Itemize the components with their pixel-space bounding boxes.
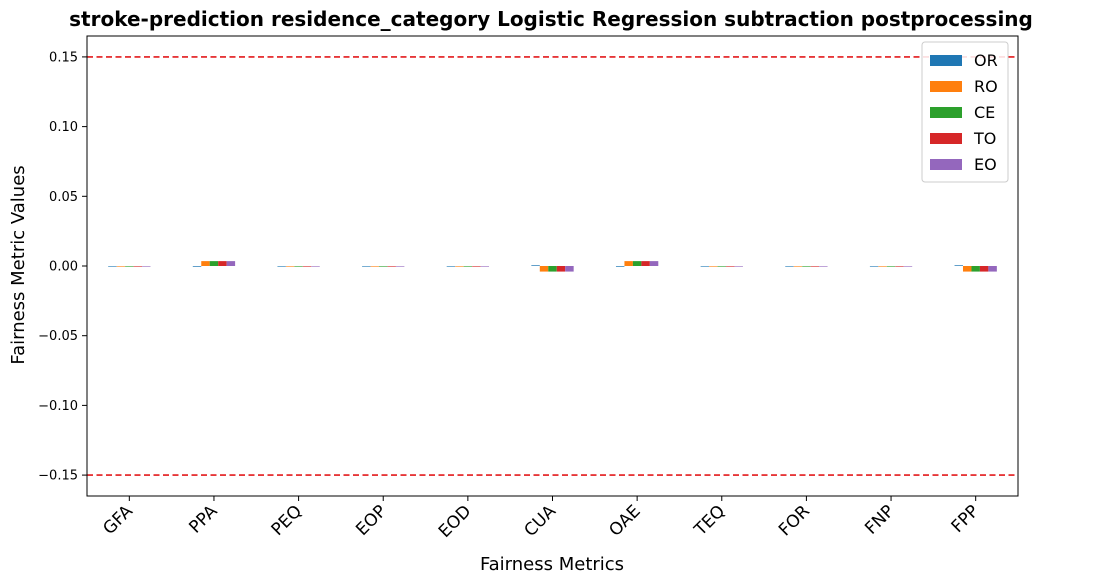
x-tick-label-eod: EOD (435, 501, 475, 541)
bar-TO-PPA (218, 261, 227, 266)
y-tick-label: 0.00 (49, 260, 78, 275)
bar-RO-CUA (539, 266, 549, 272)
x-tick-label-cua: CUA (520, 501, 560, 541)
bar-CE-PEQ (294, 266, 303, 267)
bar-RO-PPA (201, 261, 210, 266)
bar-TO-FOR (810, 266, 820, 267)
y-tick-label: 0.15 (49, 50, 78, 65)
x-tick-label-gfa: GFA (99, 501, 137, 539)
legend-swatch-ce (930, 107, 962, 118)
bar-CE-FOR (802, 266, 811, 267)
bar-EO-PEQ (311, 266, 320, 267)
bar-EO-FPP (988, 266, 997, 272)
x-tick-label-teq: TEQ (690, 501, 729, 540)
y-axis: 0.15 0.10 0.05 0.00 −0.05 −0.10 −0.15 (38, 50, 87, 484)
bar-OR-FOR (785, 266, 794, 267)
x-tick-label-eop: EOP (352, 501, 390, 539)
legend-label-ro: RO (974, 77, 998, 96)
bar-TO-PEQ (302, 266, 312, 267)
bar-CE-FPP (971, 266, 980, 272)
bar-TO-EOD (472, 266, 481, 267)
x-tick-label-for: FOR (775, 501, 814, 540)
bar-CE-EOD (463, 266, 473, 267)
legend-label-ce: CE (974, 103, 995, 122)
legend-label-eo: EO (974, 155, 997, 174)
bar-RO-FNP (878, 266, 887, 267)
x-tick-label-ppa: PPA (185, 501, 221, 537)
bar-EO-EOP (395, 266, 405, 267)
bar-CE-OAE (632, 261, 642, 266)
y-axis-title: Fairness Metric Values (8, 165, 29, 364)
bar-TO-EOP (387, 266, 396, 267)
bar-TO-FPP (979, 266, 989, 272)
legend-label-to: TO (973, 129, 996, 148)
y-tick-label: 0.05 (49, 190, 78, 205)
bar-OR-EOD (446, 266, 456, 267)
y-tick-label: −0.10 (38, 399, 78, 414)
x-tick-label-fpp: FPP (948, 501, 984, 537)
bar-TO-FNP (895, 266, 904, 267)
reference-lines (87, 56, 1018, 476)
bar-EO-FNP (903, 266, 913, 267)
bar-RO-EOD (455, 266, 464, 267)
x-axis-title: Fairness Metrics (480, 554, 624, 575)
bar-TO-OAE (641, 261, 650, 266)
x-tick-label-fnp: FNP (861, 501, 898, 538)
bar-CE-GFA (125, 266, 134, 267)
bar-OR-OAE (615, 266, 625, 267)
legend-box (921, 41, 1009, 183)
bar-CE-PPA (209, 261, 219, 266)
bar-RO-FPP (962, 266, 972, 272)
legend-swatch-to (930, 133, 962, 144)
bar-CE-CUA (548, 266, 557, 272)
y-tick-label: 0.10 (49, 120, 78, 135)
bar-OR-PEQ (277, 266, 286, 267)
bar-TO-CUA (556, 266, 566, 272)
bar-CE-FNP (886, 266, 896, 267)
bar-OR-TEQ (700, 266, 710, 267)
bar-EO-TEQ (734, 266, 743, 267)
bar-OR-GFA (108, 266, 117, 267)
bar-CE-EOP (378, 266, 388, 267)
chart-title: stroke-prediction residence_category Log… (69, 7, 1033, 31)
bar-OR-FPP (954, 265, 963, 266)
bar-EO-FOR (819, 266, 828, 267)
x-tick-label-oae: OAE (605, 501, 644, 540)
y-tick-label: −0.05 (38, 329, 78, 344)
bar-CE-TEQ (717, 266, 727, 267)
legend: OR RO CE TO EO (921, 41, 1009, 183)
bar-EO-CUA (565, 266, 574, 272)
bar-RO-FOR (793, 266, 803, 267)
bar-OR-EOP (362, 266, 371, 267)
bar-TO-TEQ (726, 266, 735, 267)
bar-TO-GFA (133, 266, 143, 267)
bar-RO-PEQ (285, 266, 295, 267)
plot-area (86, 35, 1019, 497)
legend-swatch-eo (930, 159, 962, 170)
bar-RO-GFA (116, 266, 126, 267)
y-tick-label: −0.15 (38, 469, 78, 484)
bar-OR-FNP (869, 266, 879, 267)
bar-EO-EOD (480, 266, 490, 267)
legend-swatch-or (930, 55, 962, 66)
bar-RO-OAE (624, 261, 633, 266)
bars-layer (108, 261, 997, 272)
bar-OR-PPA (192, 266, 202, 267)
legend-swatch-ro (930, 81, 962, 92)
x-tick-label-peq: PEQ (268, 501, 306, 539)
legend-label-or: OR (974, 51, 998, 70)
bar-OR-CUA (531, 265, 540, 266)
bar-EO-GFA (142, 266, 151, 267)
bar-RO-TEQ (709, 266, 718, 267)
bar-EO-OAE (649, 261, 659, 266)
bar-RO-EOP (370, 266, 379, 267)
x-axis: GFA PPA PEQ EOP EOD CUA OAE TEQ FOR FNP FPP (99, 496, 983, 542)
bar-EO-PPA (226, 261, 236, 266)
